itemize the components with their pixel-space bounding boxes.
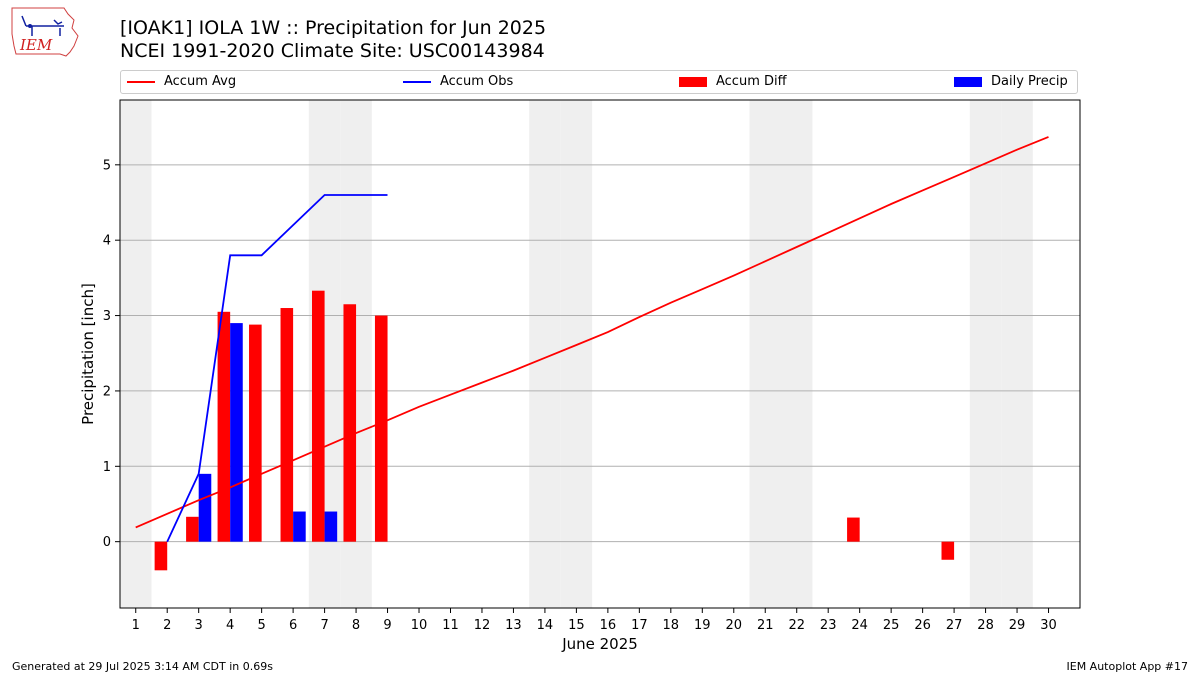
x-tick-label: 8 xyxy=(352,618,360,633)
x-tick-label: 18 xyxy=(663,618,680,633)
iem-logo: IEM xyxy=(11,7,79,57)
accum-diff-bar xyxy=(847,517,860,542)
x-tick-label: 2 xyxy=(163,618,171,633)
accum-avg-line xyxy=(135,136,1049,529)
x-tick-label: 11 xyxy=(442,618,459,633)
weekend-band xyxy=(560,100,593,608)
x-tick-label: 19 xyxy=(694,618,711,633)
legend-label-accum-avg: Accum Avg xyxy=(164,74,237,89)
weekend-band xyxy=(969,100,1002,608)
legend-label-accum-obs: Accum Obs xyxy=(440,74,514,89)
x-tick-label: 10 xyxy=(411,618,428,633)
y-tick-label: 3 xyxy=(103,309,111,324)
x-tick-label: 16 xyxy=(600,618,617,633)
x-tick-label: 27 xyxy=(946,618,963,633)
x-tick-label: 25 xyxy=(883,618,900,633)
weekend-band xyxy=(749,100,781,608)
daily-precip-bar xyxy=(198,473,212,542)
app-note: IEM Autoplot App #17 xyxy=(1066,660,1189,673)
y-tick-label: 2 xyxy=(103,384,111,399)
legend-swatch-accum-diff xyxy=(679,76,707,87)
legend: Accum Avg Accum Obs Accum Diff Daily Pre… xyxy=(120,70,1078,94)
accum-diff-bar xyxy=(186,516,199,542)
x-tick-label: 26 xyxy=(914,618,931,633)
weekend-band xyxy=(780,100,813,608)
iowa-outline-icon xyxy=(11,7,79,57)
station-dot-icon xyxy=(28,24,32,28)
x-tick-label: 3 xyxy=(195,618,203,633)
x-tick-label: 23 xyxy=(820,618,837,633)
y-tick-label: 5 xyxy=(103,158,111,173)
legend-swatch-accum-obs xyxy=(403,80,431,83)
daily-precip-bar xyxy=(230,323,243,542)
x-tick-label: 1 xyxy=(132,618,140,633)
x-tick-label: 5 xyxy=(257,618,265,633)
x-tick-label: 29 xyxy=(1009,618,1026,633)
legend-swatch-accum-avg xyxy=(127,80,155,83)
y-axis-label: Precipitation [inch] xyxy=(79,283,97,425)
accum-diff-bar xyxy=(312,290,325,542)
x-tick-label: 22 xyxy=(788,618,805,633)
accum-diff-bar xyxy=(343,304,357,542)
y-tick-label: 4 xyxy=(103,234,111,249)
accum-diff-bar xyxy=(154,541,168,571)
legend-item-accum-avg: Accum Avg xyxy=(127,74,236,92)
x-tick-label: 24 xyxy=(851,618,868,633)
x-tick-label: 9 xyxy=(383,618,391,633)
x-tick-label: 7 xyxy=(320,618,328,633)
accum-obs-line xyxy=(166,194,388,543)
x-tick-label: 14 xyxy=(537,618,554,633)
plot-frame xyxy=(119,99,1081,609)
weekend-band xyxy=(529,100,561,608)
accum-diff-bar xyxy=(941,541,955,560)
x-axis-label: June 2025 xyxy=(561,635,638,653)
chart-title: [IOAK1] IOLA 1W :: Precipitation for Jun… xyxy=(120,17,547,39)
x-tick-label: 20 xyxy=(725,618,742,633)
generated-note: Generated at 29 Jul 2025 3:14 AM CDT in … xyxy=(12,660,273,673)
accum-diff-bar xyxy=(249,324,262,542)
x-tick-label: 4 xyxy=(226,618,234,633)
weather-station-icon xyxy=(21,15,64,36)
legend-label-daily-precip: Daily Precip xyxy=(991,74,1068,89)
accum-diff-bar xyxy=(280,308,294,542)
accum-diff-bar xyxy=(374,315,388,542)
x-tick-label: 15 xyxy=(568,618,585,633)
legend-item-daily-precip: Daily Precip xyxy=(954,74,1068,92)
legend-label-accum-diff: Accum Diff xyxy=(716,74,787,89)
x-tick-label: 12 xyxy=(474,618,491,633)
daily-precip-bar xyxy=(293,511,306,542)
accum-diff-bar xyxy=(217,311,231,542)
chart-subtitle: NCEI 1991-2020 Climate Site: USC00143984 xyxy=(120,40,545,62)
x-tick-label: 6 xyxy=(289,618,297,633)
y-tick-label: 0 xyxy=(103,535,111,550)
weekend-band xyxy=(308,100,341,608)
x-tick-label: 28 xyxy=(977,618,994,633)
logo-text: IEM xyxy=(19,36,53,54)
x-tick-label: 13 xyxy=(505,618,522,633)
x-tick-label: 30 xyxy=(1040,618,1057,633)
y-tick-label: 1 xyxy=(103,460,111,475)
legend-swatch-daily-precip xyxy=(954,76,982,87)
daily-precip-bar xyxy=(324,511,338,542)
legend-item-accum-diff: Accum Diff xyxy=(679,74,787,92)
weekend-band xyxy=(1001,100,1033,608)
x-tick-label: 21 xyxy=(757,618,774,633)
weekend-band xyxy=(340,100,372,608)
legend-item-accum-obs: Accum Obs xyxy=(403,74,513,92)
x-tick-label: 17 xyxy=(631,618,648,633)
weekend-band xyxy=(120,100,152,608)
